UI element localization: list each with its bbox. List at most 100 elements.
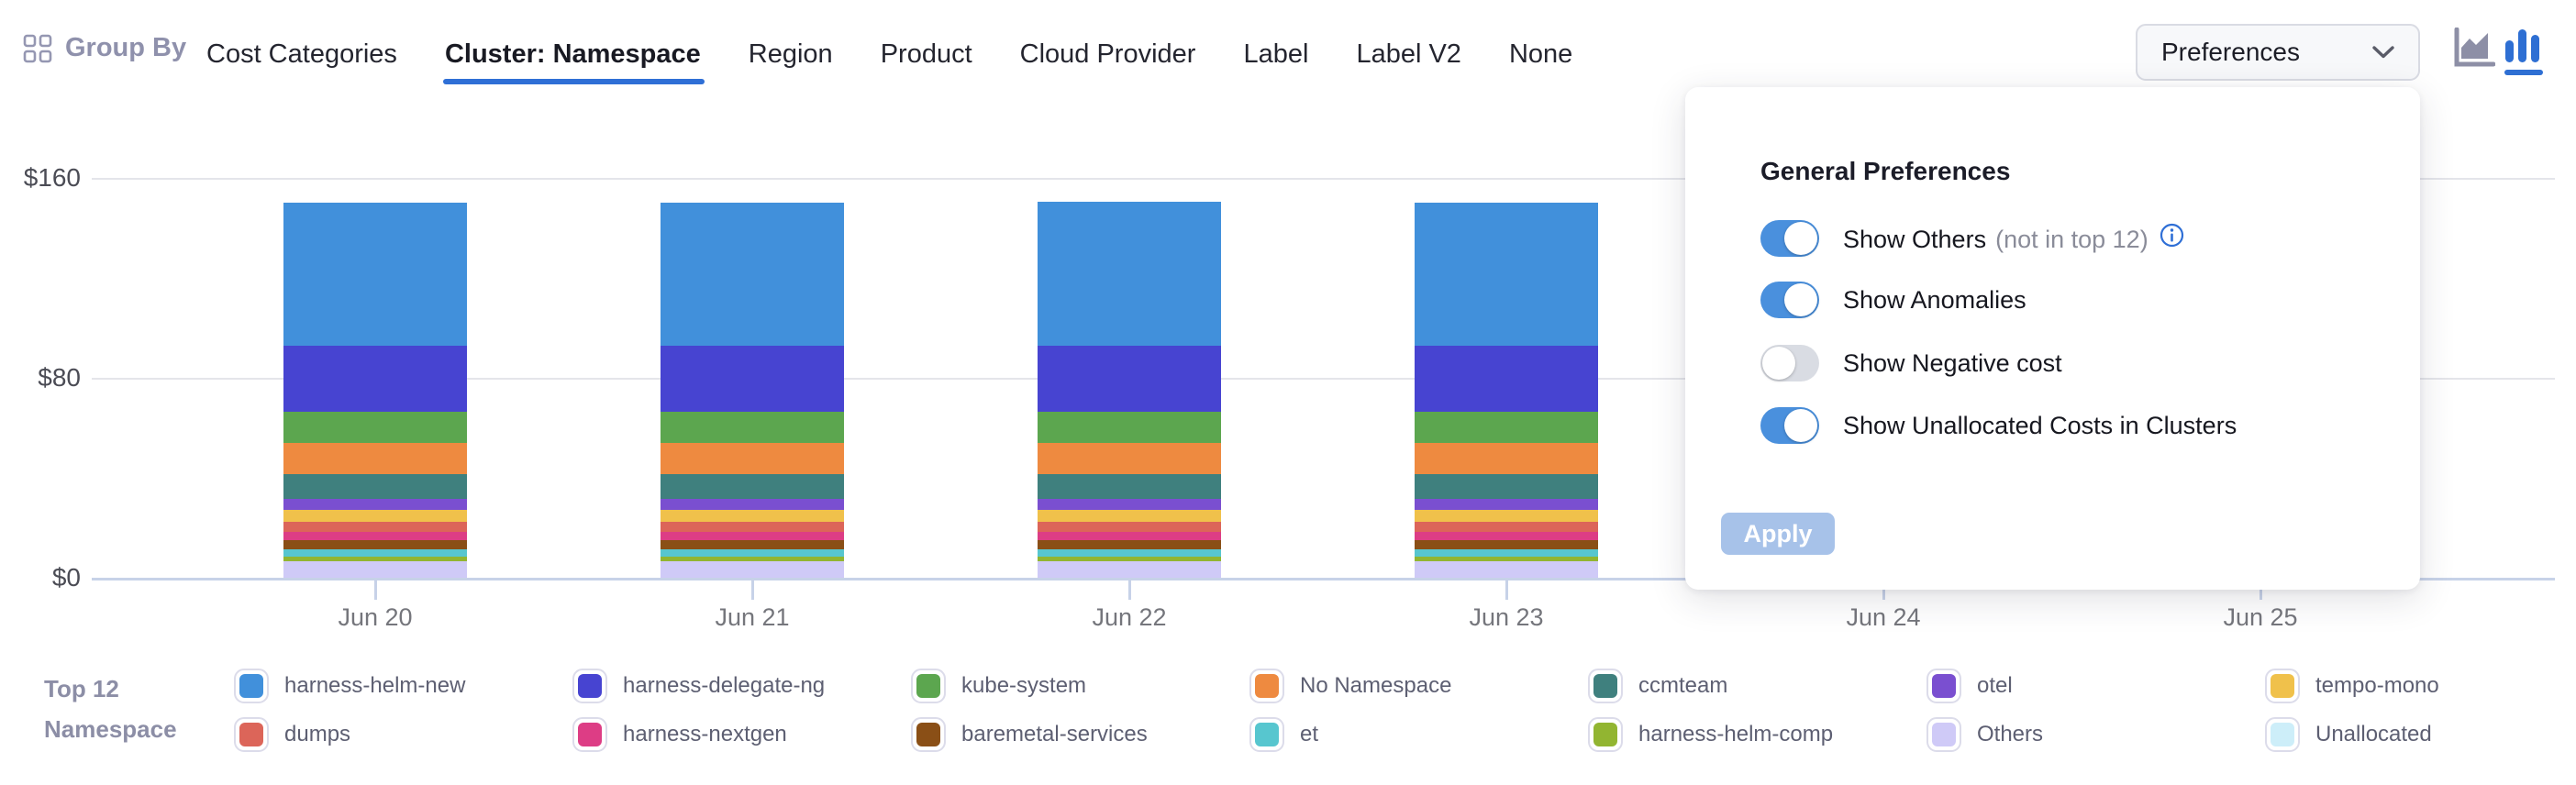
bar-segment-kube-system[interactable] xyxy=(1415,411,1598,443)
tab-cloud-provider[interactable]: Cloud Provider xyxy=(1019,39,1196,69)
apply-button[interactable]: Apply xyxy=(1721,513,1835,555)
preferences-dropdown-button[interactable]: Preferences xyxy=(2136,24,2420,81)
bar-segment-otel[interactable] xyxy=(1415,499,1598,511)
bar-segment-harness-helm-new[interactable] xyxy=(1038,201,1221,346)
legend-item-harness-helm-new[interactable]: harness-helm-new xyxy=(234,669,465,703)
bar-segment-no-namespace[interactable] xyxy=(283,442,467,474)
bar-segment-no-namespace[interactable] xyxy=(1415,442,1598,474)
bar-segment-harness-nextgen[interactable] xyxy=(1038,531,1221,541)
toggle-label-suffix: (not in top 12) xyxy=(1995,226,2149,253)
legend-item-kube-system[interactable]: kube-system xyxy=(911,669,1086,703)
bar-segment-no-namespace[interactable] xyxy=(661,442,844,474)
bar-segment-others[interactable] xyxy=(1415,561,1598,578)
legend-item-ccmteam[interactable]: ccmteam xyxy=(1588,669,1727,703)
legend-item-others[interactable]: Others xyxy=(1926,717,2043,752)
bar-segment-others[interactable] xyxy=(1038,561,1221,578)
bar-segment-et[interactable] xyxy=(1038,548,1221,557)
toggle-show-unallocated-costs-in-clusters[interactable] xyxy=(1760,407,1819,444)
legend-item-otel[interactable]: otel xyxy=(1926,669,2013,703)
bar-segment-harness-delegate-ng[interactable] xyxy=(1038,345,1221,412)
bar-segment-tempo-mono[interactable] xyxy=(1038,510,1221,522)
bar-segment-tempo-mono[interactable] xyxy=(661,510,844,522)
bar-segment-harness-helm-comp[interactable] xyxy=(1038,556,1221,562)
legend-label: harness-nextgen xyxy=(623,722,787,746)
area-chart-view-button[interactable] xyxy=(2451,28,2497,79)
bar-segment-others[interactable] xyxy=(283,561,467,578)
bar-segment-ccmteam[interactable] xyxy=(1415,473,1598,500)
gridline xyxy=(92,178,2555,180)
bar-segment-harness-helm-comp[interactable] xyxy=(1415,556,1598,562)
tab-label-v2[interactable]: Label V2 xyxy=(1356,39,1461,69)
bar-segment-harness-helm-new[interactable] xyxy=(661,203,844,346)
bar-segment-kube-system[interactable] xyxy=(1038,411,1221,443)
legend-item-harness-nextgen[interactable]: harness-nextgen xyxy=(572,717,787,752)
bar-segment-kube-system[interactable] xyxy=(661,411,844,443)
bar-segment-dumps[interactable] xyxy=(1038,521,1221,532)
legend-item-tempo-mono[interactable]: tempo-mono xyxy=(2265,669,2439,703)
legend-item-no-namespace[interactable]: No Namespace xyxy=(1249,669,1451,703)
toggle-show-negative-cost[interactable] xyxy=(1760,345,1819,381)
bar-segment-harness-nextgen[interactable] xyxy=(283,531,467,541)
legend-item-harness-helm-comp[interactable]: harness-helm-comp xyxy=(1588,717,1833,752)
bar-segment-others[interactable] xyxy=(661,561,844,578)
info-icon[interactable] xyxy=(2160,223,2184,248)
y-axis-label: $160 xyxy=(23,163,81,192)
bar-segment-tempo-mono[interactable] xyxy=(283,510,467,522)
bar-segment-ccmteam[interactable] xyxy=(1038,473,1221,500)
toggle-knob xyxy=(1762,347,1795,380)
legend-item-et[interactable]: et xyxy=(1249,717,1318,752)
toggle-label: Show Unallocated Costs in Clusters xyxy=(1843,411,2237,439)
bar-segment-harness-helm-comp[interactable] xyxy=(283,556,467,562)
bar-segment-dumps[interactable] xyxy=(283,521,467,532)
bar-segment-et[interactable] xyxy=(283,548,467,557)
bar-segment-baremetal-services[interactable] xyxy=(1038,540,1221,549)
bar-segment-dumps[interactable] xyxy=(661,521,844,532)
bar-segment-harness-helm-new[interactable] xyxy=(1415,203,1598,346)
bar-segment-et[interactable] xyxy=(661,548,844,557)
x-axis-tick xyxy=(1128,580,1131,600)
legend-item-baremetal-services[interactable]: baremetal-services xyxy=(911,717,1148,752)
bar-segment-kube-system[interactable] xyxy=(283,411,467,443)
bar-segment-ccmteam[interactable] xyxy=(661,473,844,500)
tab-cost-categories[interactable]: Cost Categories xyxy=(206,39,397,69)
bar-segment-harness-delegate-ng[interactable] xyxy=(1415,345,1598,412)
bar-segment-harness-nextgen[interactable] xyxy=(1415,531,1598,541)
tab-product[interactable]: Product xyxy=(880,39,972,69)
toggle-label: Show Others (not in top 12) xyxy=(1843,223,2184,254)
tab-none[interactable]: None xyxy=(1508,39,1573,69)
bar-segment-tempo-mono[interactable] xyxy=(1415,510,1598,522)
tab-label[interactable]: Label xyxy=(1243,39,1309,69)
x-axis-label: Jun 20 xyxy=(338,603,413,631)
bar-segment-harness-helm-new[interactable] xyxy=(283,203,467,346)
x-axis-label: Jun 21 xyxy=(715,603,790,631)
bar-segment-harness-helm-comp[interactable] xyxy=(661,556,844,562)
bar-segment-baremetal-services[interactable] xyxy=(1415,540,1598,549)
legend-item-harness-delegate-ng[interactable]: harness-delegate-ng xyxy=(572,669,825,703)
bar-jun-22 xyxy=(1038,201,1221,578)
bar-segment-harness-delegate-ng[interactable] xyxy=(283,345,467,412)
gridline xyxy=(92,378,2555,380)
bar-segment-dumps[interactable] xyxy=(1415,521,1598,532)
bar-segment-harness-nextgen[interactable] xyxy=(661,531,844,541)
toggle-label: Show Anomalies xyxy=(1843,285,2026,314)
bar-segment-baremetal-services[interactable] xyxy=(283,540,467,549)
legend-color-chip xyxy=(572,717,607,752)
bar-segment-baremetal-services[interactable] xyxy=(661,540,844,549)
bar-segment-et[interactable] xyxy=(1415,548,1598,557)
bar-chart-view-button[interactable] xyxy=(2503,28,2548,79)
bar-segment-otel[interactable] xyxy=(1038,499,1221,511)
legend-item-dumps[interactable]: dumps xyxy=(234,717,350,752)
bar-segment-harness-delegate-ng[interactable] xyxy=(661,345,844,412)
tab-region[interactable]: Region xyxy=(748,39,833,69)
bar-segment-otel[interactable] xyxy=(661,499,844,511)
toggle-show-others[interactable] xyxy=(1760,220,1819,257)
toggle-show-anomalies[interactable] xyxy=(1760,282,1819,318)
legend-color-chip xyxy=(1588,717,1623,752)
bar-segment-no-namespace[interactable] xyxy=(1038,442,1221,474)
tab-cluster-namespace[interactable]: Cluster: Namespace xyxy=(442,39,705,84)
bar-segment-ccmteam[interactable] xyxy=(283,473,467,500)
bar-segment-otel[interactable] xyxy=(283,499,467,511)
legend-item-unallocated[interactable]: Unallocated xyxy=(2265,717,2432,752)
x-axis-tick xyxy=(2260,580,2262,600)
legend-color-chip xyxy=(1249,717,1284,752)
